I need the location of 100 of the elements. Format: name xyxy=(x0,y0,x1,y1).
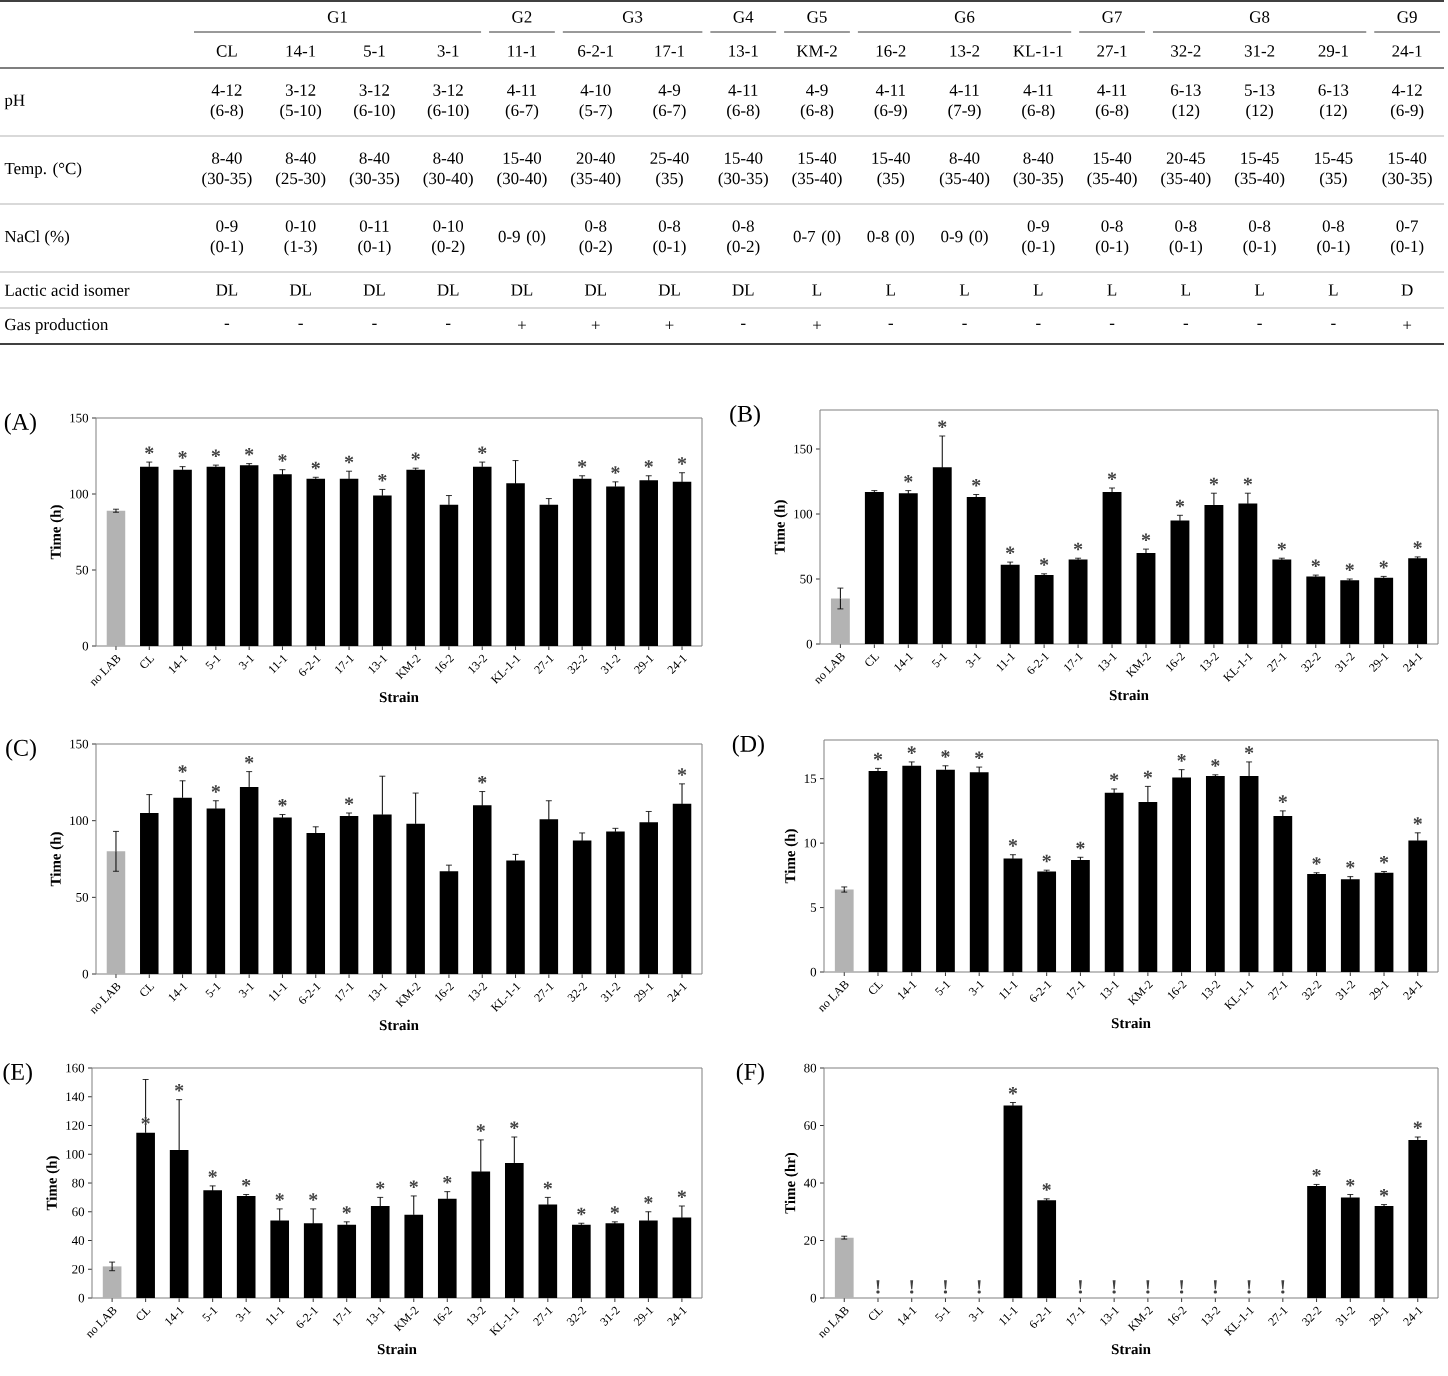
text: 6-13 (12) xyxy=(1171,84,1201,120)
annotation: ! xyxy=(1146,1280,1150,1294)
category-label: KM-2 xyxy=(796,45,837,57)
text: 0-11 (0-1) xyxy=(358,220,391,256)
text: DL xyxy=(511,284,533,296)
annotation: * xyxy=(443,1176,452,1184)
category-label: 5-1 xyxy=(364,45,385,57)
annotation: * xyxy=(611,466,620,474)
category-label: 13-2 xyxy=(950,45,980,57)
category-label: 13-1 xyxy=(729,45,758,57)
text: DL xyxy=(437,284,459,296)
text: 4-11 (6-9) xyxy=(874,84,907,120)
category-label: 17-1 xyxy=(655,45,684,57)
category-label: 31-2 xyxy=(1244,45,1275,57)
text: 5-13 (12) xyxy=(1245,84,1275,120)
text: 4-9 (6-8) xyxy=(800,84,834,120)
annotation: * xyxy=(478,446,487,455)
text: G7 xyxy=(1102,11,1122,23)
text: L xyxy=(886,284,895,296)
text: - xyxy=(888,323,893,325)
chart-title: (B) xyxy=(730,405,760,427)
annotation: * xyxy=(1413,1121,1422,1129)
category-label: NaCl (%) xyxy=(4,230,70,246)
annotation: * xyxy=(1175,499,1185,508)
chart-title: (C) xyxy=(6,739,36,761)
text: L xyxy=(1328,284,1338,296)
text: G3 xyxy=(622,11,643,23)
annotation: * xyxy=(1008,839,1018,847)
annotation: * xyxy=(1006,546,1015,555)
text: 20-45 (35-40) xyxy=(1161,152,1211,188)
text: - xyxy=(1183,323,1189,325)
chart-title: (D) xyxy=(732,735,764,757)
annotation: * xyxy=(344,797,354,805)
annotation: * xyxy=(378,473,387,482)
text: + xyxy=(1403,321,1412,330)
text: 0-8 (0-1) xyxy=(1317,220,1350,256)
text: 4-12 (6-9) xyxy=(1390,84,1424,120)
annotation: * xyxy=(644,1196,653,1204)
category-label: 14-1 xyxy=(286,45,316,57)
annotation: * xyxy=(245,756,254,764)
annotation: * xyxy=(1143,770,1153,779)
text: L xyxy=(959,284,969,296)
bar xyxy=(106,851,126,975)
text: DL xyxy=(658,284,680,296)
annotation: * xyxy=(543,1181,552,1190)
text: 4-9 (6-7) xyxy=(653,84,686,120)
annotation: * xyxy=(1413,541,1422,549)
text: L xyxy=(812,284,822,296)
category-label: KL-1-1 xyxy=(1013,45,1063,57)
annotation: * xyxy=(972,478,981,487)
text: 15-40 (30-35) xyxy=(718,152,768,188)
annotation: * xyxy=(1312,1168,1321,1177)
text: G4 xyxy=(733,11,754,23)
annotation: ! xyxy=(1247,1280,1251,1294)
chart-title: (F) xyxy=(736,1063,764,1085)
annotation: * xyxy=(211,785,221,793)
text: 0-9 (0) xyxy=(498,230,546,246)
annotation: * xyxy=(1311,559,1320,568)
annotation: * xyxy=(411,452,420,461)
annotation: ! xyxy=(1112,1280,1116,1294)
text: 0-7 (0) xyxy=(793,230,841,246)
text: 3-12 (5-10) xyxy=(280,84,322,120)
annotation: * xyxy=(309,1193,318,1201)
text: - xyxy=(741,323,746,325)
text: 0-8 (0-1) xyxy=(1095,220,1129,256)
annotation: * xyxy=(476,1124,485,1132)
annotation: * xyxy=(577,1207,586,1216)
annotation: * xyxy=(178,765,187,773)
text: DL xyxy=(289,284,311,296)
annotation: * xyxy=(1346,1178,1355,1187)
annotation: * xyxy=(1008,1086,1018,1095)
category-label: 16-2 xyxy=(876,45,906,57)
annotation: * xyxy=(278,798,287,807)
annotation: * xyxy=(904,475,913,483)
annotation: * xyxy=(907,746,916,754)
text: 3-12 (6-10) xyxy=(427,84,469,120)
annotation: ! xyxy=(1281,1280,1285,1294)
annotation: * xyxy=(577,460,587,468)
text: 0-9 (0-1) xyxy=(1022,220,1055,256)
annotation: ! xyxy=(910,1280,914,1294)
category-label: Temp. (°C) xyxy=(4,162,82,178)
annotation: * xyxy=(1039,558,1049,566)
text: - xyxy=(445,323,451,325)
category-label: 6-2-1 xyxy=(578,45,614,57)
text: + xyxy=(591,321,600,330)
text: 8-40 (25-30) xyxy=(276,152,326,188)
text: 0-10 (1-3) xyxy=(284,220,317,256)
text: 0-8 (0-2) xyxy=(579,220,612,256)
text: - xyxy=(224,323,230,325)
annotation: * xyxy=(1379,1189,1389,1197)
text: - xyxy=(962,323,967,325)
annotation: * xyxy=(344,455,354,464)
text: DL xyxy=(584,284,606,296)
text: + xyxy=(665,321,674,330)
category-label: CL xyxy=(216,45,237,57)
annotation: * xyxy=(644,460,653,468)
annotation: ! xyxy=(1179,1280,1184,1294)
annotation: * xyxy=(1076,841,1085,850)
category-label: 24-1 xyxy=(1392,45,1422,57)
text: 8-40 (30-35) xyxy=(1013,152,1063,188)
